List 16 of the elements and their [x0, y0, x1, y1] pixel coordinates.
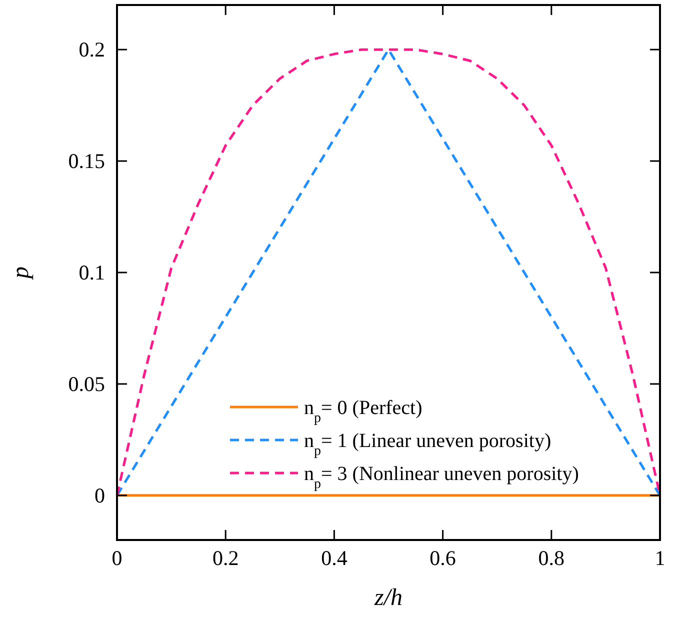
x-tick-label: 0: [112, 546, 122, 570]
x-tick-label: 0.4: [321, 546, 348, 570]
x-tick-label: 0.2: [212, 546, 239, 570]
y-axis-title: p: [8, 266, 34, 280]
y-tick-label: 0.05: [68, 372, 105, 396]
x-tick-label: 0.8: [538, 546, 565, 570]
x-tick-label: 1: [654, 546, 666, 570]
y-tick-label: 0.2: [78, 38, 105, 62]
legend-label: n$_{p}$= 0 (Perfect): [304, 397, 422, 426]
legend-label: n$_{p}$= 1 (Linear uneven porosity): [304, 430, 552, 458]
x-axis-title: z/h: [373, 585, 403, 611]
legend-label: n$_{p}$= 3 (Nonlinear uneven porosity): [304, 463, 579, 492]
y-tick-label: 0.1: [78, 260, 105, 284]
x-tick-label: 0.6: [430, 546, 456, 570]
y-tick-label: 0.15: [68, 149, 105, 174]
y-tick-label: 0: [94, 483, 105, 508]
